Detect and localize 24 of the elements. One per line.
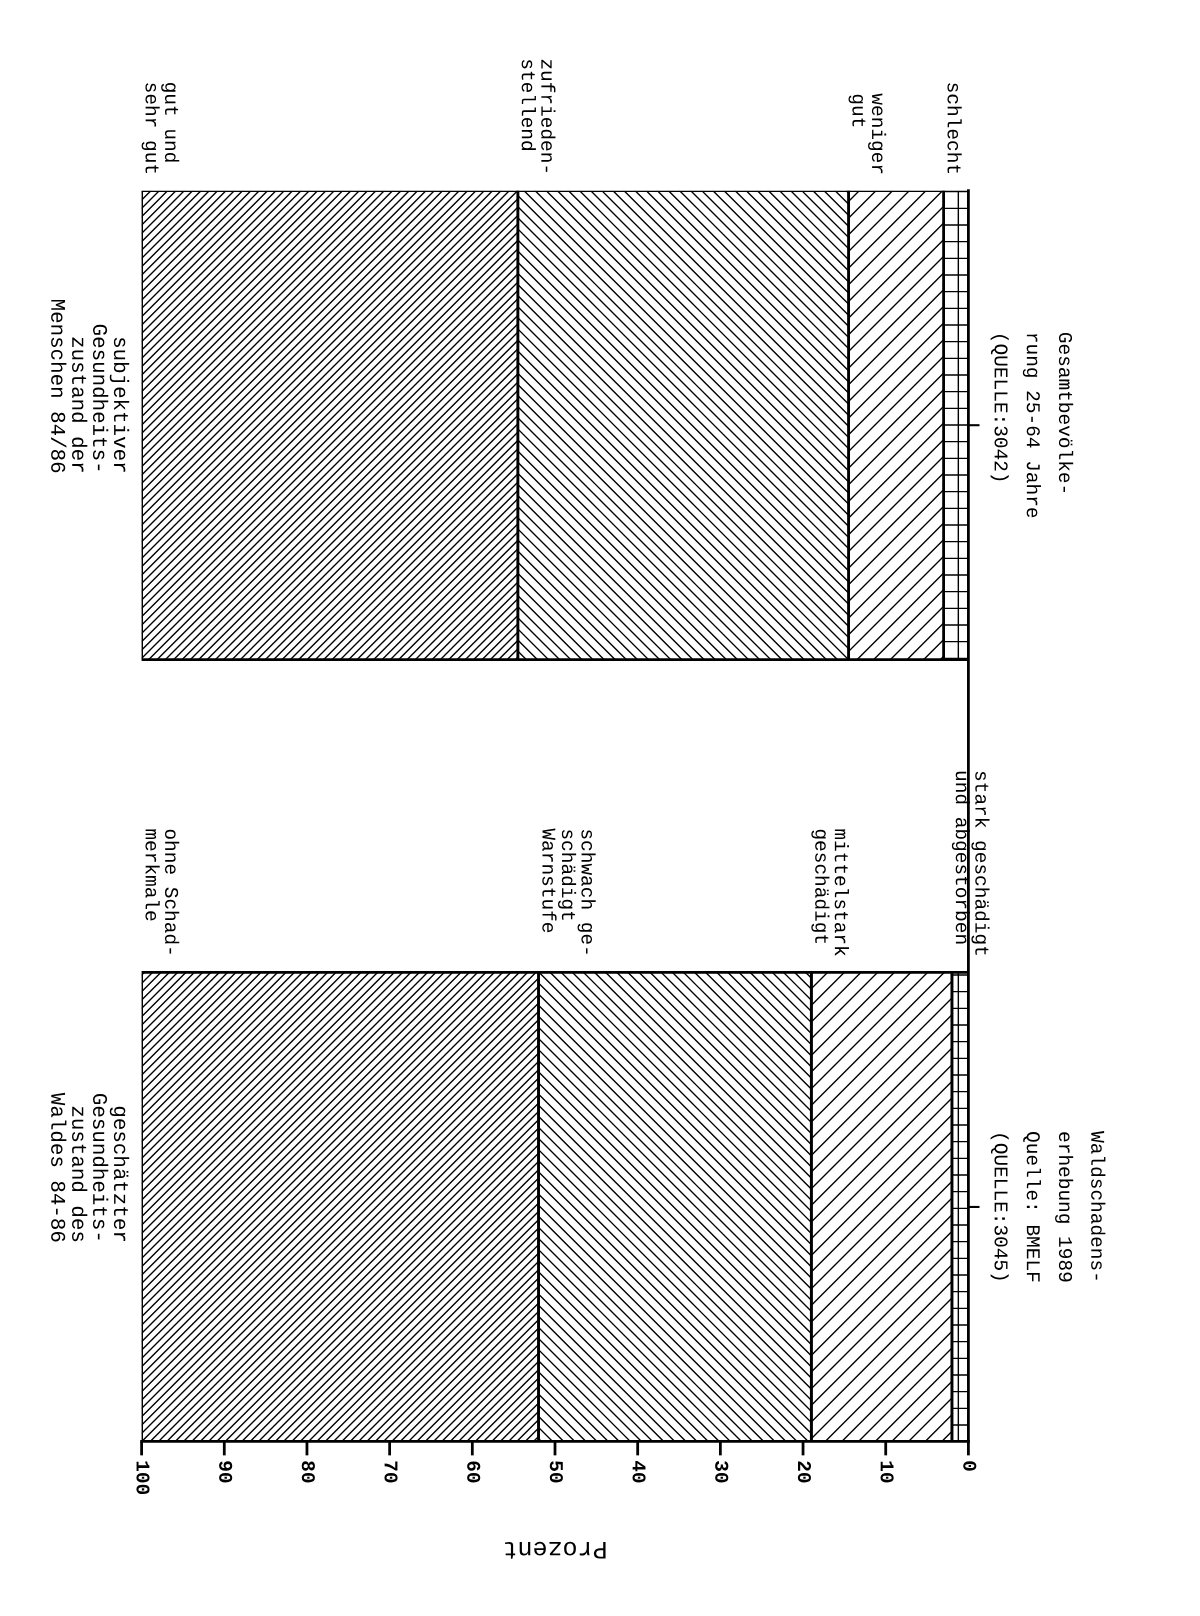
text: gut und sehr gut xyxy=(141,83,180,174)
text: subjektiver Gesundheits- zustand der Menschen 84/86 xyxy=(51,299,130,473)
text: weniger gut xyxy=(848,93,887,174)
y-tick-label: Waldschadens- erhebung 1989 Quelle: BMELF (QUELLE:3045) xyxy=(990,1131,1106,1282)
x-tick-label: 100 xyxy=(136,1461,150,1495)
x-tick-label: 10 xyxy=(880,1461,894,1483)
text: geschätzter Gesundheits- zustand des Waldes 84-86 xyxy=(51,1092,130,1242)
text: schwach ge- schädigt Warnstufe xyxy=(542,828,596,954)
x-axis-title: Prozent xyxy=(505,1541,606,1559)
x-tick-label: 90 xyxy=(219,1461,233,1483)
x-tick-label: 40 xyxy=(632,1460,646,1483)
text: schlecht xyxy=(947,83,962,174)
text: stark geschädigt und abgestorben xyxy=(951,771,990,955)
x-tick-label: 50 xyxy=(549,1461,563,1483)
x-tick-label: 70 xyxy=(384,1461,398,1483)
y-tick-label: Gesamtbevölke- rung 25-64 Jahre (QUELLE:3042) xyxy=(990,332,1074,518)
x-tick-label: 30 xyxy=(715,1461,729,1483)
x-tick-label: 20 xyxy=(797,1461,812,1483)
text: mittelstark geschädigt xyxy=(811,829,849,956)
text: zufrieden- stellend xyxy=(521,59,556,172)
x-tick-label: 80 xyxy=(301,1461,315,1483)
text: ohne Schad- merkmale xyxy=(145,829,180,954)
x-tick-label: 0 xyxy=(963,1461,977,1471)
x-tick-label: 60 xyxy=(467,1461,481,1483)
